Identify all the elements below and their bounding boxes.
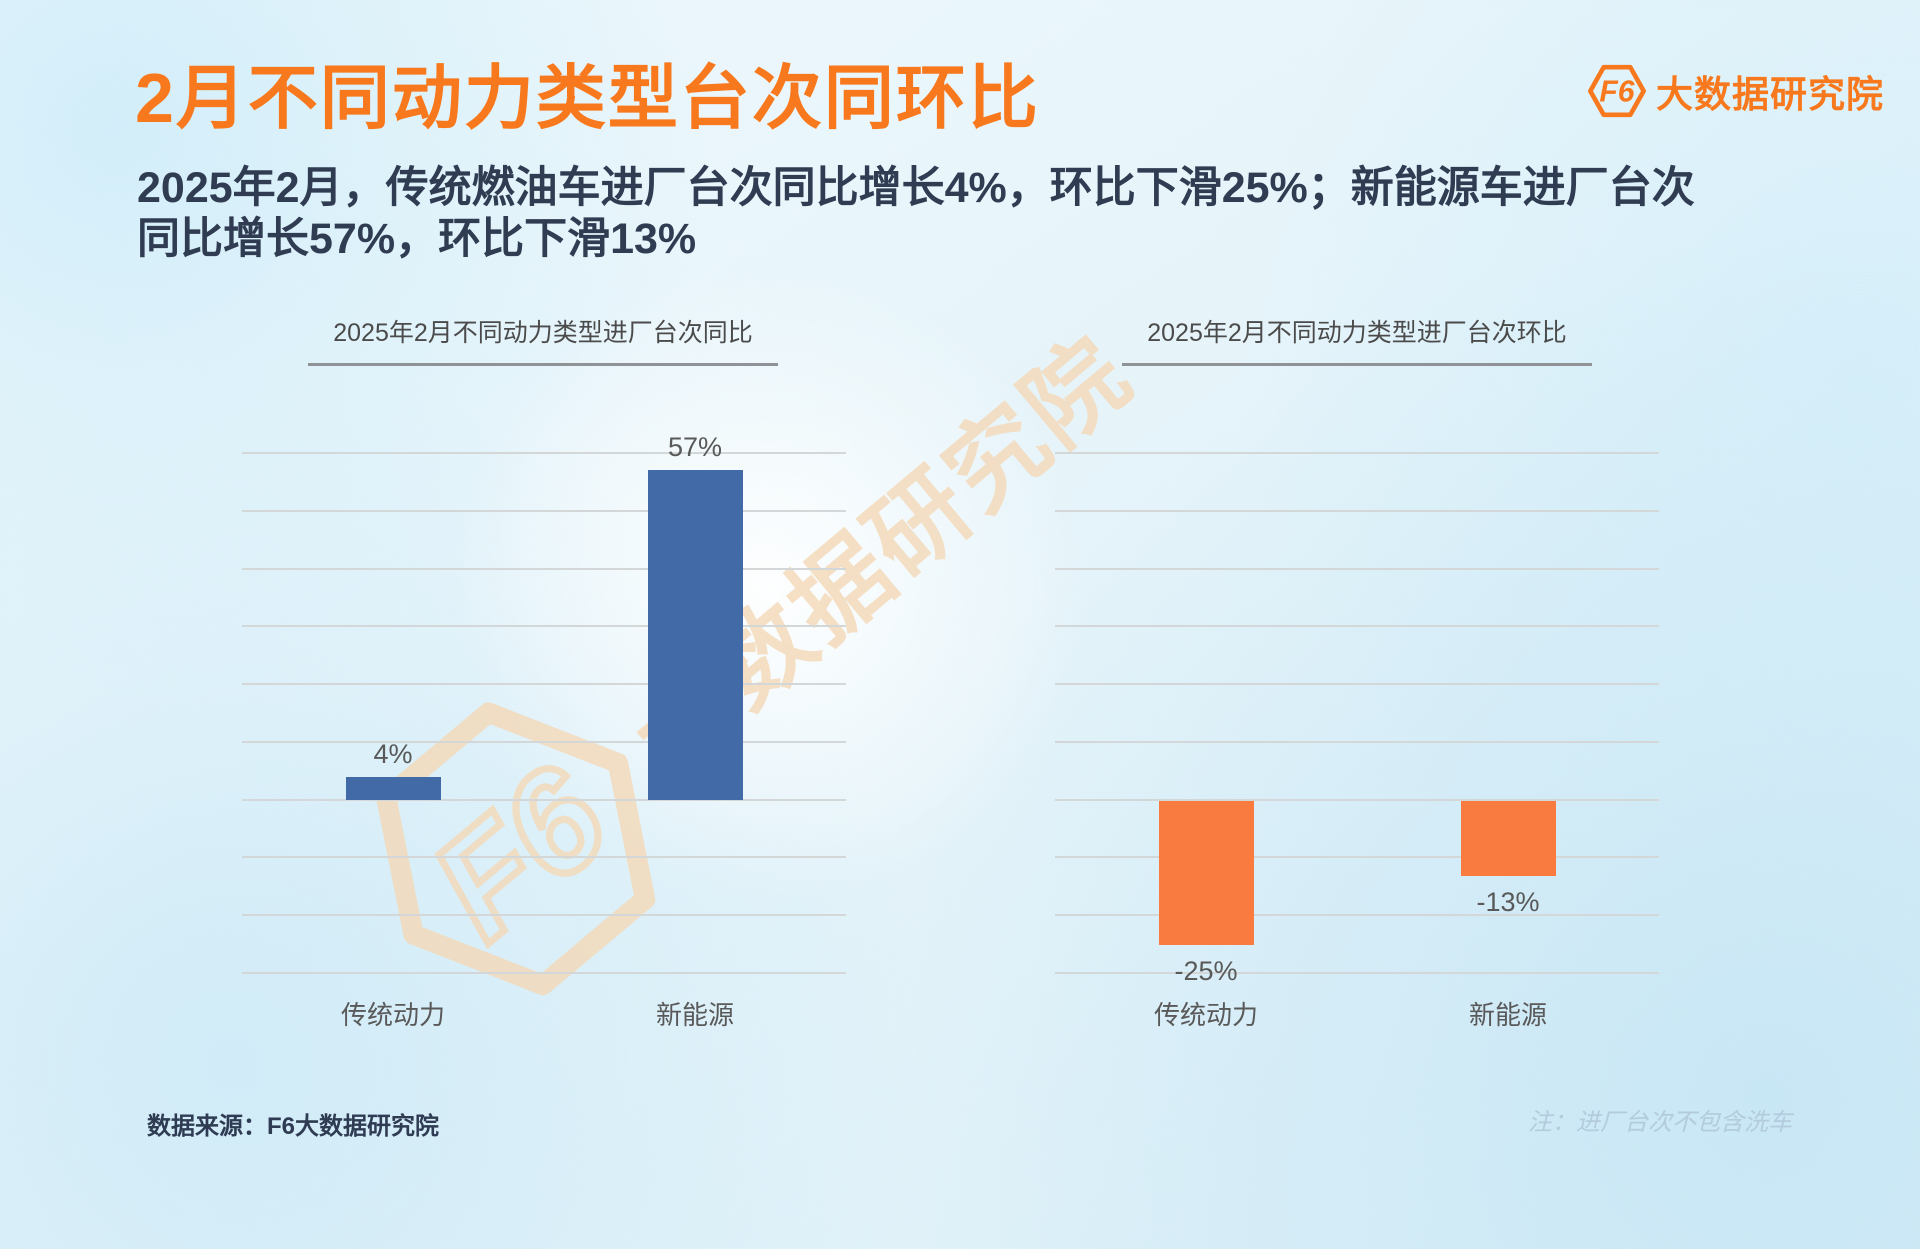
gridline-10pct [1055, 740, 1659, 743]
logo-text: 大数据研究院 [1656, 74, 1884, 115]
gridline-20pct [1055, 683, 1659, 686]
gridline--30pct [1055, 972, 1659, 974]
yoy-chart-plot-area: 4% 传统动力 57% 新能源 [242, 432, 846, 1030]
gridline-50pct [242, 509, 846, 512]
subtitle-line-2: 同比增长57%，环比下滑13% [137, 215, 697, 263]
gridline-60pct [1055, 452, 1659, 454]
mom-bar-chart: 2025年2月不同动力类型进厂台次环比 -25% 传统动力 -13% 新能源 [984, 305, 1730, 1030]
value-label-traditional-power: 4% [373, 738, 413, 769]
f6-logo: F6 大数据研究院 [1588, 62, 1884, 120]
gridline-0pct [242, 798, 846, 801]
category-label-traditional-power: 传统动力 [340, 1000, 445, 1030]
exclusion-note: 注：进厂台次不包含洗车 [1528, 1109, 1792, 1136]
data-source-note: 数据来源：F6大数据研究院 [147, 1113, 440, 1140]
gridline--20pct [242, 914, 846, 917]
value-label-new-energy: -13% [1476, 886, 1540, 917]
subtitle-line-1: 2025年2月，传统燃油车进厂台次同比增长4%，环比下滑25%；新能源车进厂台次 [137, 164, 1695, 212]
mom-chart-title-underline [1122, 363, 1592, 366]
gridline-30pct [1055, 625, 1659, 628]
gridline-30pct [242, 625, 846, 628]
gridline-20pct [242, 683, 846, 686]
yoy-chart-title-underline [308, 363, 778, 366]
mom-chart-title: 2025年2月不同动力类型进厂台次环比 [1147, 319, 1567, 347]
f6-hexagon-icon: F6 [1588, 62, 1646, 120]
value-label-traditional-power: -25% [1174, 956, 1238, 987]
gridline-0pct [1055, 798, 1659, 801]
bar-new-energy [1460, 800, 1556, 876]
category-label-traditional-power: 传统动力 [1153, 1000, 1258, 1030]
category-label-new-energy: 新能源 [1468, 1000, 1547, 1030]
bar-traditional-power [1158, 800, 1254, 946]
footer: F6大数据研究院报告中心 report.f6car.cn 3 [0, 1190, 1920, 1249]
gridline-40pct [1055, 567, 1659, 570]
page-title: 2月不同动力类型台次同环比 [135, 59, 1040, 137]
gridline-40pct [242, 567, 846, 570]
value-label-new-energy: 57% [667, 432, 723, 463]
gridline-50pct [1055, 509, 1659, 512]
gridline--30pct [242, 972, 846, 974]
bar-traditional-power [345, 776, 441, 800]
gridline--10pct [242, 856, 846, 859]
category-label-new-energy: 新能源 [655, 1000, 734, 1030]
subtitle: 2025年2月，传统燃油车进厂台次同比增长4%，环比下滑25%；新能源车进厂台次… [137, 163, 1837, 265]
bar-new-energy [647, 470, 743, 800]
gridline--10pct [1055, 856, 1659, 859]
gridline-60pct [242, 452, 846, 454]
yoy-bar-chart: 2025年2月不同动力类型进厂台次同比 4% 传统动力 57% 新能源 [170, 305, 916, 1030]
svg-text:F6: F6 [1599, 75, 1634, 108]
gridline--20pct [1055, 914, 1659, 917]
yoy-chart-title: 2025年2月不同动力类型进厂台次同比 [333, 319, 753, 347]
mom-chart-plot-area: -25% 传统动力 -13% 新能源 [1055, 452, 1659, 1030]
